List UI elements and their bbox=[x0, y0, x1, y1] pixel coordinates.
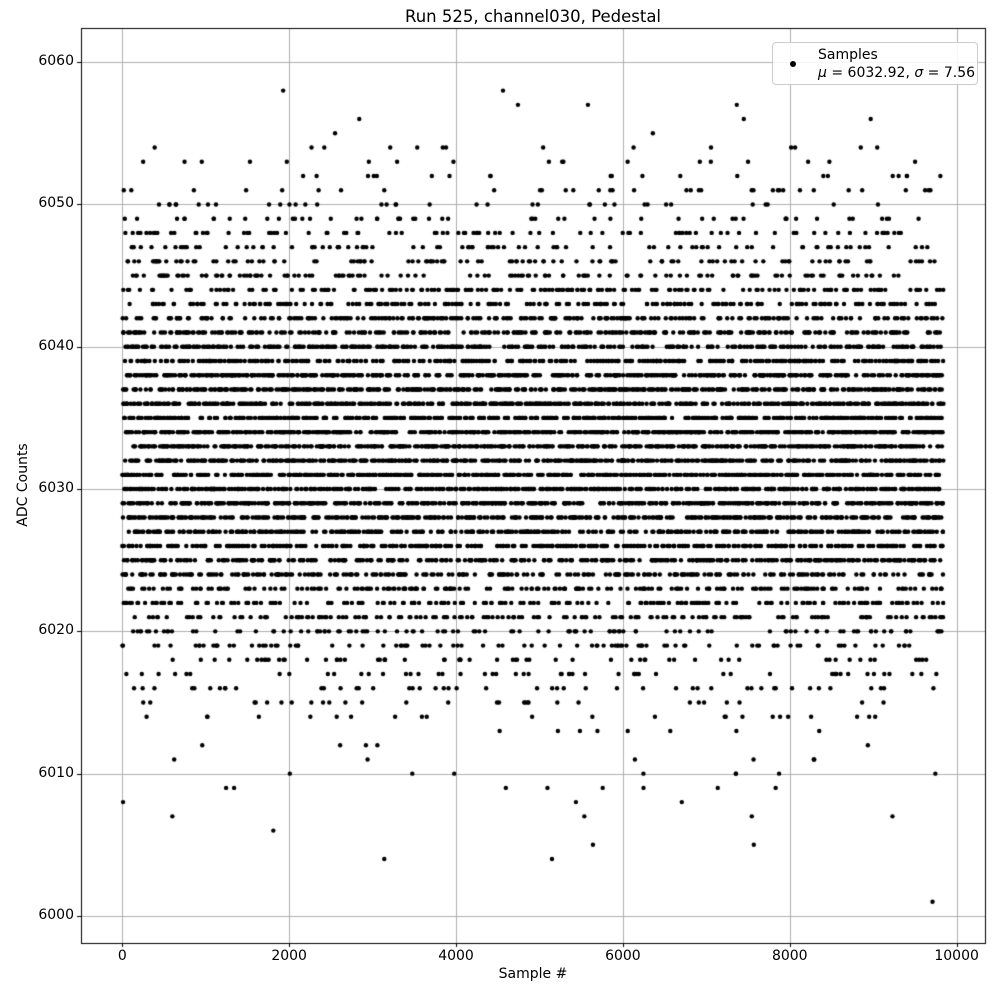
x-tick-label: 4000 bbox=[438, 948, 474, 964]
legend-stats-label: μ = 6032.92, σ = 7.56 bbox=[818, 64, 975, 82]
y-tick-label: 6050 bbox=[38, 195, 74, 212]
legend: Samples μ = 6032.92, σ = 7.56 bbox=[772, 42, 978, 85]
x-tick-label: 0 bbox=[117, 948, 127, 964]
legend-marker-dot-icon bbox=[790, 60, 796, 67]
sigma-symbol: σ bbox=[914, 65, 924, 81]
y-tick-label: 6020 bbox=[38, 622, 74, 639]
x-tick-label: 8000 bbox=[771, 948, 808, 964]
chart-title: Run 525, channel030, Pedestal bbox=[404, 7, 662, 26]
y-tick-label: 6010 bbox=[38, 764, 74, 781]
y-tick-label: 6060 bbox=[38, 53, 74, 70]
mu-value: = 6032.92, bbox=[826, 65, 915, 81]
x-tick-label: 6000 bbox=[605, 948, 641, 964]
mu-symbol: μ bbox=[818, 65, 827, 81]
y-tick-label: 6000 bbox=[38, 906, 74, 923]
y-tick-label: 6030 bbox=[38, 480, 74, 497]
x-tick-label: 2000 bbox=[271, 948, 307, 964]
y-tick-label: 6040 bbox=[38, 337, 74, 354]
sigma-value: = 7.56 bbox=[923, 65, 976, 81]
x-axis-label: Sample # bbox=[498, 966, 568, 982]
legend-series-label: Samples bbox=[818, 47, 878, 63]
x-tick-label: 10000 bbox=[934, 948, 979, 964]
y-axis-label: ADC Counts bbox=[15, 443, 31, 527]
